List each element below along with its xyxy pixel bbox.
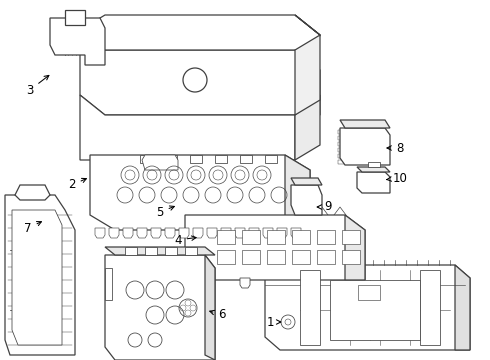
Polygon shape xyxy=(15,185,50,200)
Polygon shape xyxy=(105,255,215,360)
Bar xyxy=(338,130,344,134)
Polygon shape xyxy=(165,228,175,238)
Bar xyxy=(165,247,177,255)
Polygon shape xyxy=(357,172,390,193)
Bar xyxy=(242,230,260,244)
Bar xyxy=(217,250,235,264)
Text: 2: 2 xyxy=(68,178,86,192)
Bar xyxy=(317,250,335,264)
Bar xyxy=(342,230,360,244)
Polygon shape xyxy=(5,195,75,355)
Bar xyxy=(215,155,227,163)
Polygon shape xyxy=(291,178,322,185)
Text: 9: 9 xyxy=(317,201,332,213)
Polygon shape xyxy=(207,228,217,238)
Bar xyxy=(342,250,360,264)
Bar xyxy=(267,230,285,244)
Bar xyxy=(140,155,152,163)
Bar xyxy=(292,250,310,264)
Bar xyxy=(265,155,277,163)
Bar xyxy=(338,160,344,164)
Bar xyxy=(338,148,344,152)
Polygon shape xyxy=(330,280,420,340)
Polygon shape xyxy=(291,185,322,215)
Bar xyxy=(165,155,177,163)
Polygon shape xyxy=(179,228,189,238)
Polygon shape xyxy=(265,265,470,350)
Polygon shape xyxy=(357,167,390,172)
Bar xyxy=(190,155,202,163)
Polygon shape xyxy=(263,228,273,238)
Polygon shape xyxy=(205,255,215,360)
Polygon shape xyxy=(340,128,390,165)
Bar xyxy=(338,142,344,146)
Polygon shape xyxy=(340,120,390,128)
Bar xyxy=(240,155,252,163)
Bar xyxy=(125,247,137,255)
Bar xyxy=(338,154,344,158)
Polygon shape xyxy=(12,210,62,345)
Polygon shape xyxy=(300,270,320,345)
Text: 1: 1 xyxy=(266,315,281,328)
Text: 6: 6 xyxy=(210,309,226,321)
Polygon shape xyxy=(368,162,380,167)
Polygon shape xyxy=(193,228,203,238)
Polygon shape xyxy=(137,228,147,238)
Polygon shape xyxy=(105,268,112,300)
Polygon shape xyxy=(291,228,301,238)
Bar xyxy=(242,250,260,264)
Polygon shape xyxy=(240,278,250,288)
Polygon shape xyxy=(80,95,295,160)
Polygon shape xyxy=(221,228,231,238)
Bar xyxy=(185,247,197,255)
Polygon shape xyxy=(80,15,320,50)
Text: 7: 7 xyxy=(24,221,42,234)
Polygon shape xyxy=(123,228,133,238)
Polygon shape xyxy=(50,18,105,65)
Polygon shape xyxy=(90,155,310,230)
Bar xyxy=(338,136,344,140)
Text: 10: 10 xyxy=(387,171,408,184)
Bar xyxy=(217,230,235,244)
Polygon shape xyxy=(420,270,440,345)
Polygon shape xyxy=(345,215,365,280)
Bar xyxy=(317,230,335,244)
Text: 5: 5 xyxy=(156,206,174,219)
Text: 4: 4 xyxy=(174,234,196,247)
Polygon shape xyxy=(295,15,320,115)
Polygon shape xyxy=(105,247,215,255)
Text: 8: 8 xyxy=(387,141,404,154)
Circle shape xyxy=(285,319,291,325)
Polygon shape xyxy=(185,215,365,280)
Polygon shape xyxy=(285,155,310,230)
Polygon shape xyxy=(249,228,259,238)
Polygon shape xyxy=(455,265,470,350)
Polygon shape xyxy=(277,228,287,238)
Polygon shape xyxy=(65,10,85,25)
Polygon shape xyxy=(109,228,119,238)
Text: 3: 3 xyxy=(26,75,49,96)
Bar xyxy=(267,250,285,264)
Polygon shape xyxy=(235,228,245,238)
Polygon shape xyxy=(358,285,380,300)
Polygon shape xyxy=(295,95,320,160)
Polygon shape xyxy=(95,228,105,238)
Bar xyxy=(145,247,157,255)
Polygon shape xyxy=(142,155,178,170)
Polygon shape xyxy=(151,228,161,238)
Polygon shape xyxy=(80,30,320,115)
Bar xyxy=(292,230,310,244)
